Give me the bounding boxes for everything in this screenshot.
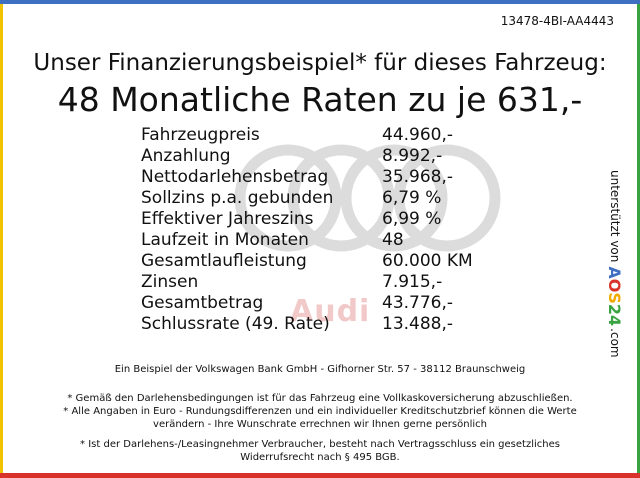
row-value: 8.992,- [382,146,443,166]
row-label: Laufzeit in Monaten [141,230,309,250]
financing-table: Fahrzeugpreis 44.960,- Anzahlung 8.992,- N… [141,125,501,335]
row-label: Sollzins p.a. gebunden [141,188,334,208]
row-label: Zinsen [141,272,199,292]
consumer-note-line-1: * Ist der Darlehens-/Leasingnehmer Verbr… [80,439,560,450]
euro-note-line-1: * Alle Angaben in Euro - Rundungsdiffere… [63,406,577,417]
left-color-bar [0,4,3,474]
audi-rings-icon [234,144,501,252]
supported-by-text: unterstützt von [608,170,622,263]
bottom-color-bar [0,473,640,478]
euro-note-line-2: verändern - Ihre Wunschrate errechnen wi… [153,419,487,430]
row-value: 44.960,- [382,125,454,145]
row-value: 6,79 % [382,188,442,208]
row-label: Schlussrate (49. Rate) [141,314,330,334]
row-label: Effektiver Jahreszins [141,209,314,229]
title-line-2: 48 Monatliche Raten zu je 631,- [57,80,583,119]
row-label: Anzahlung [141,146,231,166]
row-label: Gesamtlaufleistung [141,251,307,271]
row-value: 43.776,- [382,293,454,313]
title-line-1: Unser Finanzierungsbeispiel* für dieses … [33,50,607,76]
table-row: Zinsen 7.915,- [141,272,501,293]
row-label: Gesamtbetrag [141,293,264,313]
reference-code: 13478-4BI-AA4443 [500,14,614,28]
table-row: Gesamtlaufleistung 60.000 KM [141,251,501,272]
aos24-logo: AOS24 [605,266,625,327]
row-value: 7.915,- [382,272,443,292]
row-value: 48 [382,230,404,250]
row-value: 35.968,- [382,167,454,187]
table-row: Effektiver Jahreszins 6,99 % [141,209,501,230]
right-color-bar [637,4,640,474]
table-row: Fahrzeugpreis 44.960,- [141,125,501,146]
table-row: Schlussrate (49. Rate) 13.488,- [141,314,501,335]
consumer-note-line-2: Widerrufsrecht nach § 495 BGB. [240,452,400,463]
row-value: 13.488,- [382,314,454,334]
table-row: Sollzins p.a. gebunden 6,79 % [141,188,501,209]
row-label: Nettodarlehensbetrag [141,167,329,187]
supported-by-badge: unterstützt von AOS24 .com [598,170,628,360]
table-row: Gesamtbetrag 43.776,- [141,293,501,314]
table-row: Nettodarlehensbetrag 35.968,- [141,167,501,188]
insurance-note: * Gemäß den Darlehensbedingungen ist für… [67,393,573,404]
lender-note: Ein Beispiel der Volkswagen Bank GmbH - … [114,364,526,375]
table-row: Anzahlung 8.992,- [141,146,501,167]
row-value: 60.000 KM [382,251,473,271]
row-value: 6,99 % [382,209,442,229]
aos24-domain: .com [608,328,622,358]
row-label: Fahrzeugpreis [141,125,260,145]
audi-watermark-text: Audi [290,294,371,329]
table-row: Laufzeit in Monaten 48 [141,230,501,251]
top-color-bar [0,0,640,4]
